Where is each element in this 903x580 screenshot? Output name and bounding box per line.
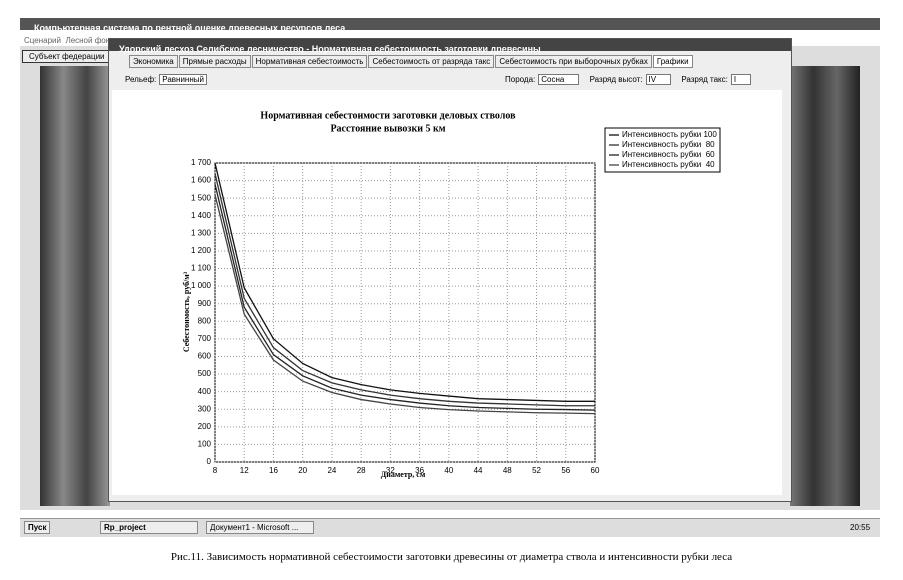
y-tick-label: 900 [198,299,212,308]
x-tick-label: 52 [532,466,541,475]
tabs: Экономика Прямые расходы Нормативная себес… [129,55,791,68]
task-button[interactable]: Rp_project [100,521,198,534]
x-tick-label: 60 [591,466,600,475]
y-tick-label: 1 200 [191,246,212,255]
background-image [790,66,860,506]
x-tick-label: 40 [444,466,453,475]
label: Разряд высот: [589,75,643,84]
legend-box [604,127,721,173]
background-image [40,66,110,506]
menu-item[interactable]: Сценарий [24,36,61,45]
legend-label: Интенсивность рубки 40 [622,160,715,169]
y-tick-label: 1 400 [191,211,212,220]
tab[interactable]: Графики [652,55,693,68]
dropdown[interactable]: I [730,74,752,85]
y-tick-label: 100 [198,440,212,449]
line [214,194,596,415]
menu-item[interactable]: Лесной фон [65,36,111,45]
tab[interactable]: Нормативная себестоимость [251,55,368,68]
tab[interactable]: Экономика [129,55,178,68]
x-axis-label: Диаметр, см [381,470,426,479]
app-title: Компьютерная система по рентной оценке д… [34,23,346,33]
y-tick-label: 1 000 [191,281,212,290]
x-tick-label: 28 [357,466,366,475]
x-tick-label: 48 [503,466,512,475]
filters: Рельеф: Равнинный Порода: Сосна Разряд выс… [125,74,791,86]
dropdown[interactable]: Сосна [538,74,580,85]
x-tick-label: 24 [327,466,336,475]
x-tick-label: 56 [561,466,570,475]
label: Разряд такс: [681,75,728,84]
x-tick-label: 8 [213,466,218,475]
left-button[interactable]: Субъект федерации [22,50,112,63]
app-titlebar: Компьютерная система по рентной оценке д… [20,18,880,33]
y-axis-label: Себестоимость, руб/м³ [182,271,191,352]
start-button[interactable]: Пуск [24,521,51,534]
clock: 20:55 [850,523,871,532]
x-tick-label: 32 [386,466,395,475]
legend-label: Интенсивность рубки 60 [622,150,715,159]
chart-title: Нормативная себестоимости заготовки дело… [260,110,516,121]
y-tick-label: 0 [207,457,212,466]
x-tick-label: 20 [298,466,307,475]
plot-area [214,162,596,463]
menu: Сценарий Лесной фон [24,36,110,45]
legend-label: Интенсивность рубки 80 [622,140,715,149]
chart-subtitle: Расстояние вывозки 5 км [330,123,445,134]
y-tick-label: 1 600 [191,176,212,185]
y-tick-label: 700 [198,334,212,343]
task-button[interactable]: Документ1 - Microsoft ... [206,521,314,534]
x-tick-label: 44 [474,466,483,475]
y-tick-label: 1 100 [191,264,212,273]
tab[interactable]: Прямые расходы [178,55,251,68]
dropdown[interactable]: IV [645,74,672,85]
field[interactable]: Равнинный [159,74,208,85]
y-tick-label: 300 [198,404,212,413]
label: Порода: [505,75,536,84]
window-title: Удорский лесхоз Селибское лесничество - … [119,44,541,54]
line [214,183,596,411]
window-titlebar: Удорский лесхоз Селибское лесничество - … [109,39,791,54]
label: Рельеф: [125,75,157,84]
tab[interactable]: Себестоимость от разряда такс [368,55,495,68]
x-tick-label: 36 [415,466,424,475]
taskbar: Пуск Rp_project Документ1 - Microsoft ..… [20,518,880,537]
y-tick-label: 1 700 [191,158,212,167]
legend-label: Интенсивность рубки 100 [622,130,717,139]
y-tick-label: 500 [198,369,212,378]
y-tick-label: 400 [198,387,212,396]
tab[interactable]: Себестоимость при выборочных рубках [495,55,652,68]
x-tick-label: 12 [240,466,249,475]
caption: Рис.11. Зависимость нормативной себестои… [170,551,733,563]
line [214,162,595,402]
chart: Нормативная себестоимости заготовки дело… [112,90,782,495]
y-tick-label: 600 [198,352,212,361]
x-tick-label: 16 [269,466,278,475]
y-tick-label: 200 [198,422,212,431]
y-tick-label: 1 300 [191,228,212,237]
y-tick-label: 800 [198,316,212,325]
y-tick-label: 1 500 [191,193,212,202]
line [214,173,595,407]
